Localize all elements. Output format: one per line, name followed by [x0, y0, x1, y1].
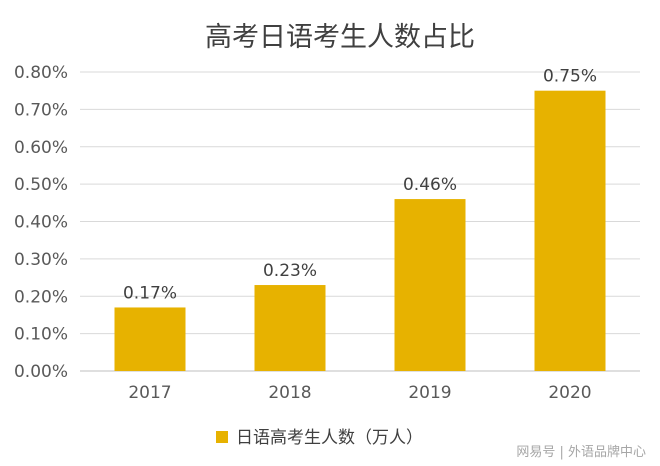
- y-tick-label: 0.80%: [14, 63, 68, 83]
- data-label: 0.23%: [263, 261, 317, 281]
- bars: [114, 90, 606, 371]
- y-tick-label: 0.00%: [14, 362, 68, 382]
- y-tick-label: 0.30%: [14, 250, 68, 270]
- y-tick-label: 0.40%: [14, 213, 68, 233]
- bar: [394, 199, 466, 371]
- data-label: 0.17%: [123, 283, 177, 303]
- y-tick-label: 0.50%: [14, 175, 68, 195]
- y-tick-label: 0.60%: [14, 138, 68, 158]
- x-tick-label: 2019: [408, 383, 451, 403]
- x-tick-label: 2018: [268, 383, 311, 403]
- y-tick-label: 0.20%: [14, 287, 68, 307]
- y-tick-label: 0.70%: [14, 100, 68, 120]
- x-tick-label: 2020: [548, 383, 591, 403]
- legend-label: 日语高考生人数（万人）: [236, 428, 423, 448]
- bar: [254, 285, 326, 371]
- bar: [534, 90, 606, 371]
- legend-swatch: [216, 431, 228, 443]
- y-axis-ticks: 0.00% 0.10% 0.20% 0.30% 0.40% 0.50% 0.60% 0.70%…: [14, 63, 68, 382]
- data-labels: 0.17% 0.23% 0.46% 0.75%: [123, 67, 597, 304]
- x-tick-label: 2017: [128, 383, 171, 403]
- chart-title: 高考日语考生人数占比: [205, 22, 475, 53]
- legend: 日语高考生人数（万人）: [216, 428, 423, 448]
- data-label: 0.46%: [403, 175, 457, 195]
- watermark: 网易号 | 外语品牌中心: [516, 444, 646, 460]
- x-axis-ticks: 2017 2018 2019 2020: [128, 383, 591, 403]
- y-tick-label: 0.10%: [14, 325, 68, 345]
- bar: [114, 307, 186, 371]
- data-label: 0.75%: [543, 67, 597, 87]
